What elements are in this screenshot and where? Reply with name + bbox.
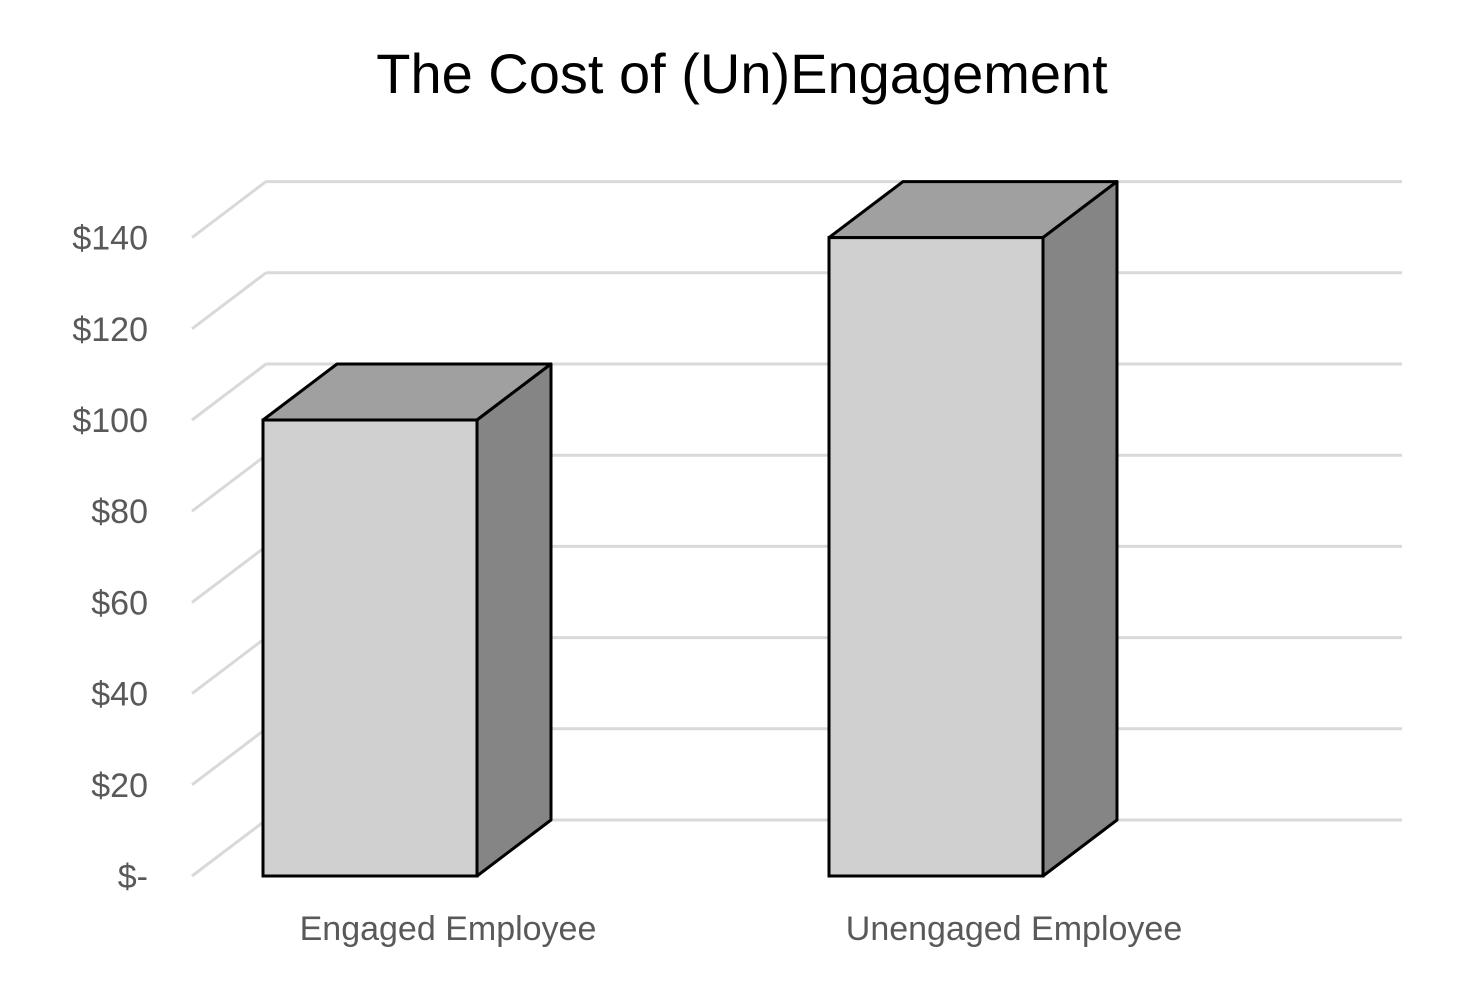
y-tick-label: $20 bbox=[91, 767, 148, 805]
chart-title: The Cost of (Un)Engagement bbox=[376, 42, 1108, 105]
bar-front-face bbox=[827, 236, 1045, 878]
bars bbox=[261, 180, 1119, 878]
bar-side-face bbox=[1041, 180, 1119, 878]
bar-front-face bbox=[261, 418, 479, 878]
y-tick-label: $120 bbox=[72, 311, 148, 349]
y-tick-label: $- bbox=[118, 858, 148, 896]
bar-side-face bbox=[475, 362, 553, 878]
y-tick-label: $40 bbox=[91, 676, 148, 714]
bar bbox=[261, 362, 553, 878]
y-tick-label: $60 bbox=[91, 584, 148, 622]
gridline-side-7 bbox=[191, 180, 267, 239]
gridline-side-3 bbox=[191, 545, 267, 604]
gridline-side-5 bbox=[191, 362, 267, 422]
gridline-side-0 bbox=[191, 818, 267, 878]
y-axis-tick-labels: $- $20 $40 $60 $80 $100 $120 $140 bbox=[72, 220, 148, 896]
y-tick-label: $80 bbox=[91, 493, 148, 531]
gridline-side-1 bbox=[191, 727, 267, 786]
x-category-label: Engaged Employee bbox=[300, 910, 597, 948]
gridline-side-6 bbox=[191, 271, 267, 330]
x-category-label: Unengaged Employee bbox=[846, 910, 1182, 948]
bar bbox=[827, 180, 1119, 878]
y-tick-label: $140 bbox=[72, 220, 148, 258]
y-tick-label: $100 bbox=[72, 402, 148, 440]
gridline-side-2 bbox=[191, 636, 267, 695]
x-axis-category-labels: Engaged Employee Unengaged Employee bbox=[300, 910, 1183, 948]
gridline-side-4 bbox=[191, 454, 267, 513]
